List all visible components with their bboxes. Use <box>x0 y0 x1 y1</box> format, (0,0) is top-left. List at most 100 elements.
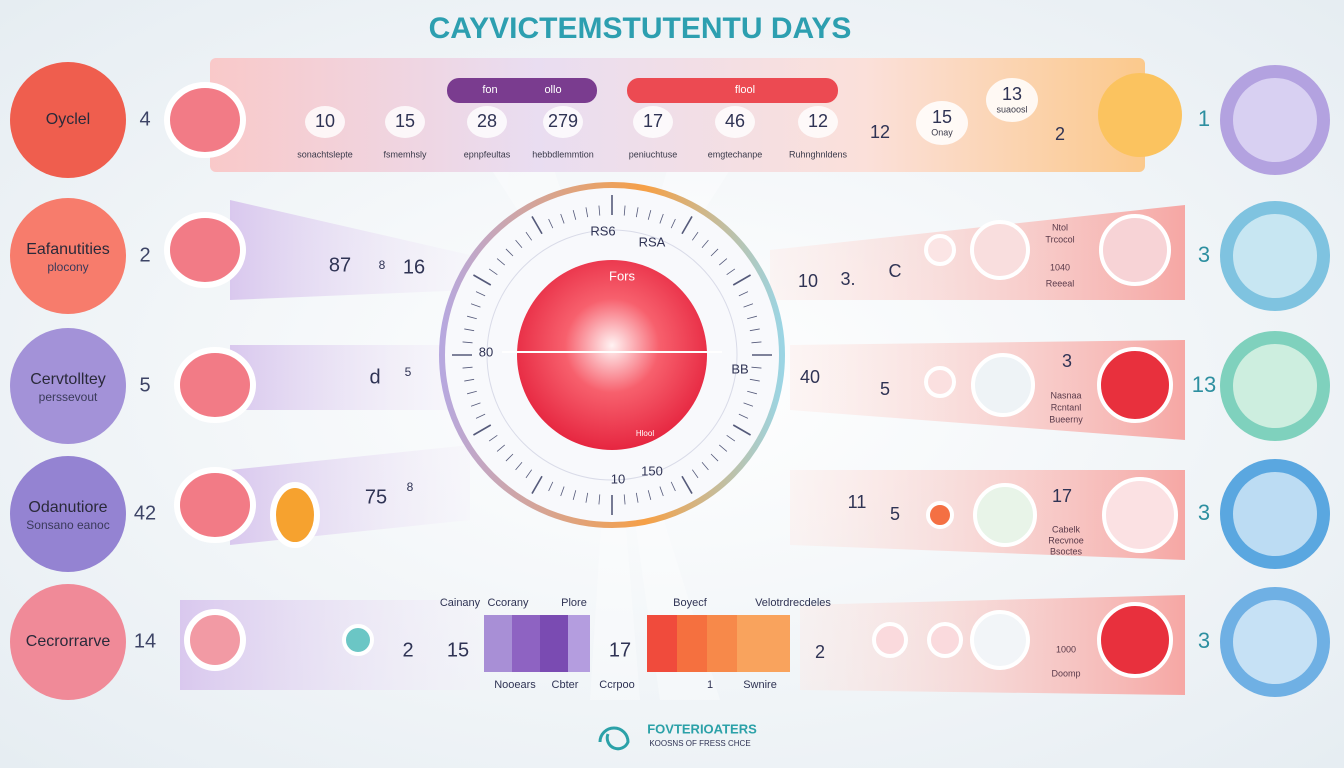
dial-tick <box>572 490 577 500</box>
dial-tick <box>659 213 664 224</box>
legend-label: Ccrpoo <box>599 679 634 691</box>
end-number: 3 <box>1198 500 1210 525</box>
pill-label: fon <box>482 84 497 96</box>
end-number: 3 <box>1198 242 1210 267</box>
row-number: 3 <box>1062 351 1072 371</box>
footer-brand: FOVTERIOATERS <box>647 721 757 736</box>
row-note: 1040 <box>1050 262 1070 272</box>
dial-tick <box>496 258 506 266</box>
dial-tick <box>738 413 749 419</box>
phase-number: 2 <box>139 244 150 266</box>
dial-tick <box>470 402 481 407</box>
dial-tick <box>743 402 754 407</box>
dial-tick <box>462 341 473 344</box>
legend-label: Velotrdrecdeles <box>755 597 831 609</box>
dial-tick <box>659 486 664 497</box>
phase-sublabel: plocony <box>47 260 88 274</box>
dial-tick <box>505 453 514 462</box>
dial-tick <box>691 231 699 241</box>
dial-tick <box>710 248 719 257</box>
row-number: 87 <box>329 254 351 276</box>
organ-icons <box>164 82 320 671</box>
day-caption: epnpfeultas <box>464 149 511 159</box>
dial-tick <box>525 231 533 241</box>
dial-label: Hlool <box>636 429 654 438</box>
dial-tick <box>525 469 533 479</box>
dial-tick <box>647 210 652 220</box>
dial-tick <box>751 341 762 344</box>
day-caption: fsmemhsly <box>383 149 427 159</box>
day-bubble <box>305 106 345 138</box>
day-caption: hebbdlemmtion <box>532 149 594 159</box>
phase-number: 4 <box>139 108 150 130</box>
row-note: Ntol <box>1052 222 1068 232</box>
dial-tick <box>718 444 728 452</box>
dial-tick <box>635 207 639 218</box>
row-number: 75 <box>365 486 387 508</box>
dial-tick <box>467 315 477 320</box>
legend-label: Nooears <box>494 679 536 691</box>
dial-tick <box>670 218 676 229</box>
day-caption: peniuchtuse <box>629 149 678 159</box>
row-number: 2 <box>402 639 413 661</box>
day-bubble <box>467 106 507 138</box>
row-number: 5 <box>890 504 900 524</box>
dial-tick <box>691 469 699 479</box>
dial-tick <box>473 274 492 286</box>
day-bubble <box>633 106 673 138</box>
dial-tick <box>726 268 736 276</box>
row-note: Bueerny <box>1049 414 1083 424</box>
day-number: 17 <box>643 111 663 131</box>
dial-tick <box>598 494 601 505</box>
end-number: 13 <box>1192 372 1216 397</box>
dial-tick <box>749 378 760 382</box>
dial-tick <box>475 413 486 419</box>
dial-tick <box>681 216 693 235</box>
dial-tick <box>747 315 757 320</box>
dial-label: RSA <box>639 234 666 249</box>
dial-label: 150 <box>641 463 663 478</box>
row-number: 17 <box>609 639 631 661</box>
dial-tick <box>647 490 652 500</box>
dial-tick <box>623 205 626 216</box>
day-bubble <box>715 106 755 138</box>
dial-tick <box>531 216 543 235</box>
dial-tick <box>475 291 486 297</box>
day-caption: Onay <box>931 127 953 137</box>
dial-tick <box>701 461 709 471</box>
dial-tick <box>681 475 693 494</box>
dial-tick <box>732 274 751 286</box>
dial-tick <box>531 475 543 494</box>
dial-tick <box>505 248 514 257</box>
legend-label: Cainany <box>440 597 481 609</box>
legend-label: Boyecf <box>673 597 708 609</box>
row-note: Recvnoe <box>1048 535 1084 545</box>
dial-tick <box>635 492 639 503</box>
phase-label: Oyclel <box>46 111 90 128</box>
legend-label: Swnire <box>743 679 777 691</box>
pill <box>627 78 838 103</box>
dial-tick <box>747 390 757 395</box>
day-number: 15 <box>395 111 415 131</box>
row-number: 11 <box>848 492 867 512</box>
dial-label: 80 <box>479 344 493 359</box>
dial-tick <box>751 366 762 369</box>
row-number: 5 <box>405 365 412 379</box>
day-caption: sonachtslepte <box>297 149 353 159</box>
footer-logo <box>598 726 630 751</box>
row-number: 10 <box>798 271 818 291</box>
dial-tick <box>718 258 728 266</box>
legend-label: Cbter <box>552 679 579 691</box>
dial-label: Fors <box>609 268 636 283</box>
dial-tick <box>462 366 473 369</box>
phase-number: 42 <box>134 502 156 524</box>
row-note: Trcocol <box>1045 234 1074 244</box>
right-icons <box>342 214 1178 678</box>
dial-label: RS6 <box>590 223 615 238</box>
row-note: Reeeal <box>1046 278 1075 288</box>
dial-tick <box>464 378 475 382</box>
dial-label: BB <box>731 361 748 376</box>
row-note: Doomp <box>1051 668 1080 678</box>
